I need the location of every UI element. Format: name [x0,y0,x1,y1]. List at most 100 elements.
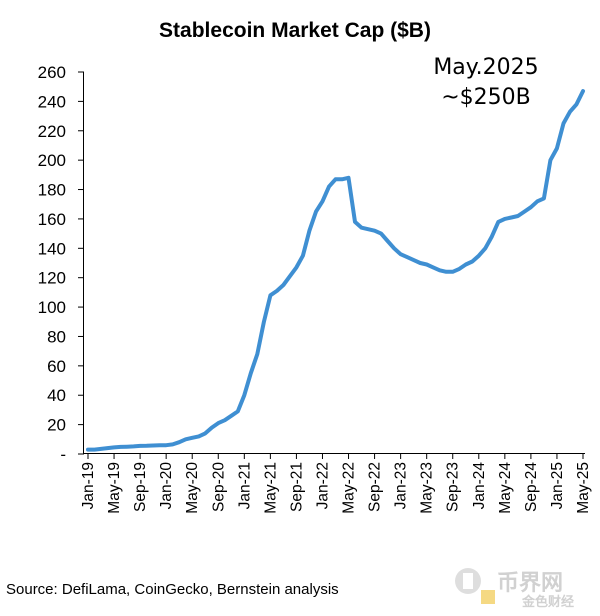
data-point [353,220,357,224]
series-line-market-cap [86,89,585,452]
x-tick-label: Sep-20 [210,462,227,512]
data-point [568,110,572,114]
data-point [281,283,285,287]
data-point [132,444,136,448]
data-point [425,263,429,266]
data-point [236,409,240,413]
data-point [444,270,448,274]
data-point [379,232,383,236]
watermark: 币界网 金色财经 [455,568,574,610]
data-point [542,196,546,200]
data-point [93,448,96,452]
x-tick-label: Jan-23 [393,462,410,509]
data-point [268,293,272,297]
y-tick-label: 100 [38,298,66,317]
y-tick-label: 240 [38,92,66,111]
y-tick-label: 40 [47,386,66,405]
data-point [255,352,259,356]
y-tick-label: 60 [47,357,66,376]
data-point [581,89,585,93]
data-point [145,444,149,448]
x-tick-label: Jan-24 [471,462,488,510]
data-point [99,447,103,451]
y-tick-label: 260 [38,63,66,82]
data-point [184,437,188,441]
data-point [451,270,455,274]
data-point [288,274,292,278]
data-point [106,446,109,450]
data-point [555,146,559,150]
y-tick-label: 80 [47,327,66,346]
data-point [262,320,266,324]
data-point [151,444,155,447]
x-tick-label: Sep-19 [132,462,149,512]
data-point [158,443,162,447]
data-point [321,199,324,203]
data-point [164,443,168,447]
data-point [405,255,409,259]
x-tick-label: Sep-23 [445,462,462,512]
y-tick-label: 180 [38,181,66,200]
watermark-logo-icon [455,568,495,604]
data-point [294,265,298,269]
data-point [529,205,533,209]
data-point [197,434,201,438]
data-point [125,445,129,449]
y-axis-ticks: - 20 40 60 80 100 120 140 160 180 200 220 240 260 [38,63,84,464]
y-tick-label: 220 [38,122,66,141]
data-point [112,445,116,449]
data-point [171,442,175,446]
data-point [522,210,526,214]
source-note: Source: DefiLama, CoinGecko, Bernstein a… [6,581,339,598]
data-point [431,265,435,269]
data-point [483,246,487,250]
data-point [347,176,350,180]
data-point [562,121,565,125]
y-tick-label: 200 [38,151,66,170]
data-point [223,418,227,422]
data-point [457,267,461,271]
annotation-value: ~$250B [441,85,531,110]
data-point [275,289,279,293]
chart-title: Stablecoin Market Cap ($B) [159,19,431,42]
data-point [334,177,337,181]
x-tick-label: May-25 [575,462,592,514]
x-tick-label: Jan-19 [80,462,97,509]
data-point [216,421,220,425]
data-point [86,448,90,452]
data-point [490,235,494,239]
data-point [249,371,253,375]
data-point [301,254,305,258]
data-point [210,426,214,430]
data-point [477,254,481,258]
x-tick-label: Jan-25 [549,462,566,509]
data-point [307,229,311,233]
x-tick-label: May-22 [341,462,358,514]
data-point [138,444,142,448]
data-point [464,263,468,266]
data-point [535,199,539,203]
data-point [229,414,233,418]
data-point [242,393,246,397]
data-point [386,239,390,243]
x-tick-label: Jan-21 [236,462,253,509]
data-point [418,261,422,265]
data-point [412,258,416,262]
data-point [516,214,520,218]
data-point [203,431,207,435]
data-point [314,210,318,214]
data-point [119,445,123,449]
x-tick-label: May-24 [497,462,514,514]
x-tick-label: May-21 [262,462,279,514]
x-tick-label: Sep-21 [288,462,305,512]
watermark-text-2: 金色财经 [521,594,574,610]
y-tick-label: 120 [38,269,66,288]
data-point [503,217,507,221]
data-point [373,229,377,233]
data-point [575,102,578,106]
x-axis-ticks: Jan-19 May-19 Sep-19 Jan-20 May-20 Sep-20 Jan-… [80,454,592,514]
y-tick-label: 20 [47,416,66,435]
x-tick-label: May-20 [184,462,201,514]
data-point [548,158,552,162]
data-point [340,177,344,181]
